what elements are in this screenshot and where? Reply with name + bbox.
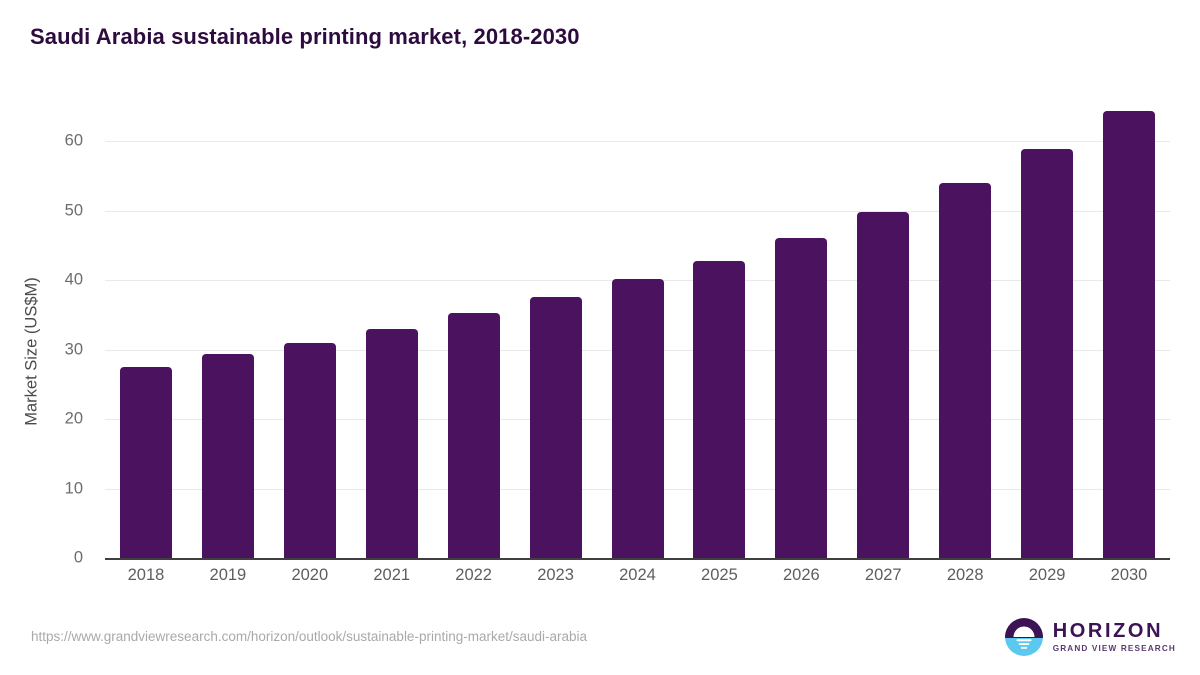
y-axis: Market Size (US$M) 0 10 20 30 40 50 60 [0,100,95,567]
bar[interactable] [119,366,172,558]
x-axis-tick-label: 2027 [864,566,902,584]
logo-wordmark: HORIZON [1052,619,1164,642]
bar[interactable] [857,211,910,558]
bar[interactable] [939,182,992,558]
y-axis-tick-label: 60 [64,131,83,150]
bar[interactable] [1021,149,1074,558]
bar[interactable] [283,342,336,558]
x-axis-tick-label: 2028 [946,566,984,584]
x-axis-tick-label: 2023 [537,566,574,584]
source-url[interactable]: https://www.grandviewresearch.com/horizo… [31,629,588,644]
x-axis-tick-label: 2024 [619,566,656,584]
horizon-sun-circle-icon [1004,618,1043,656]
plot-area [105,100,1170,560]
bar[interactable] [447,313,500,558]
bar[interactable] [775,237,828,558]
y-axis-tick-label: 20 [64,409,83,428]
x-axis-tick-label: 2025 [701,566,738,584]
x-axis-tick-label: 2029 [1028,566,1066,584]
gridline [105,210,1170,212]
x-axis-tick-label: 2022 [455,566,492,584]
logo-text: HORIZON GRAND VIEW RESEARCH [1052,619,1176,653]
bar[interactable] [611,278,664,558]
x-axis-tick-label: 2020 [291,566,329,584]
y-axis-tick-label: 10 [64,479,83,497]
y-axis-tick-label: 50 [64,201,83,219]
x-axis-tick-label: 2019 [209,566,247,584]
y-axis-tick-label: 0 [73,548,83,567]
bar[interactable] [693,260,746,558]
y-axis-tick-label: 30 [64,340,83,358]
x-axis-line [105,558,1170,560]
bar[interactable] [201,353,254,558]
bar[interactable] [1103,111,1156,558]
x-axis-tick-label: 2018 [127,566,165,584]
y-axis-title: Market Size (US$M) [22,277,41,426]
page-title: Saudi Arabia sustainable printing market… [30,24,580,49]
x-axis-tick-label: 2021 [373,566,411,584]
x-axis: 2018 2019 2020 2021 2022 2023 2024 2025 2026 2027… [105,566,1170,596]
logo-tagline: GRAND VIEW RESEARCH [1052,643,1176,653]
gridline [105,141,1170,142]
horizon-logo[interactable]: HORIZON GRAND VIEW RESEARCH [1004,616,1176,658]
x-axis-tick-label: 2026 [782,566,820,584]
x-axis-tick-label: 2030 [1110,566,1148,584]
bar[interactable] [365,328,418,558]
y-axis-tick-label: 40 [64,270,83,289]
bar[interactable] [529,297,582,558]
